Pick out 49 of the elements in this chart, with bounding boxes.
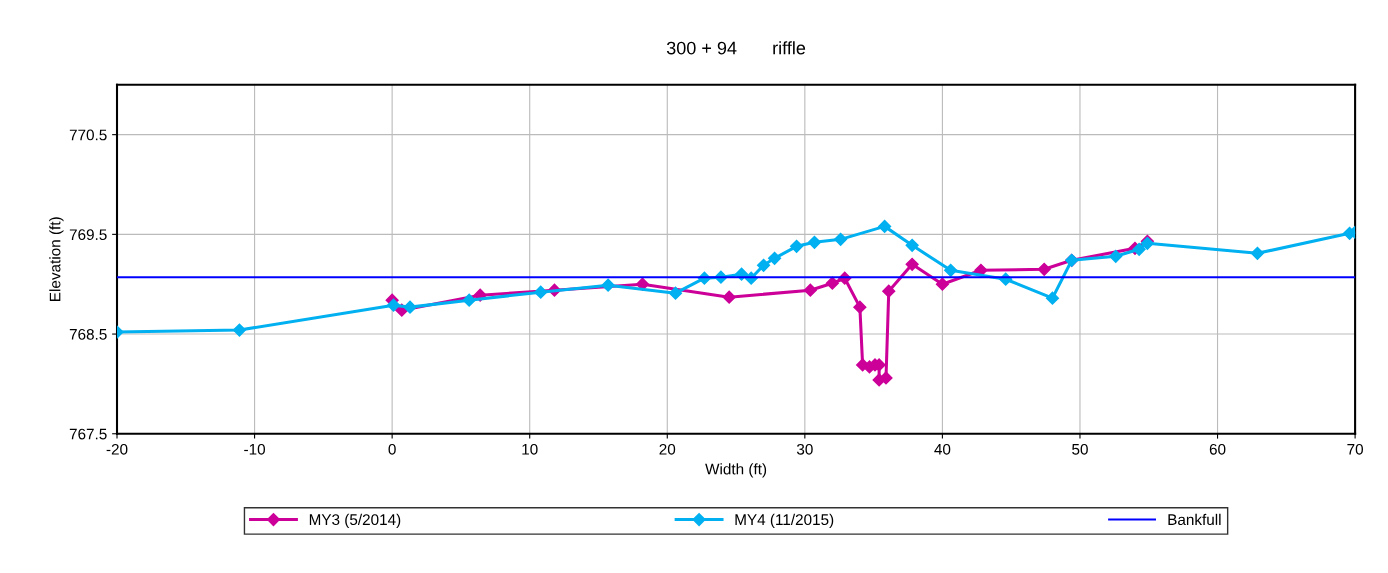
point <box>722 290 736 304</box>
point <box>1250 246 1265 260</box>
point <box>668 286 683 300</box>
x-tick-label: 50 <box>1072 443 1088 455</box>
point <box>1045 291 1060 305</box>
point <box>1132 242 1146 256</box>
x-tick-label: 40 <box>934 443 951 455</box>
x-tick-label: 70 <box>1347 443 1363 455</box>
point <box>879 371 893 385</box>
point <box>935 277 949 291</box>
point <box>1109 249 1123 263</box>
chart-title: 300 + 94 riffle <box>666 41 806 55</box>
point <box>386 298 401 312</box>
point <box>834 232 848 246</box>
x-tick-label: -20 <box>106 443 128 455</box>
x-tick-label: 30 <box>796 443 813 455</box>
x-tick-label: 20 <box>659 443 676 455</box>
y-tick-label: 768.5 <box>69 328 107 340</box>
x-axis-title: Width (ft) <box>705 463 767 478</box>
point <box>462 293 476 307</box>
point <box>767 251 782 265</box>
y-tick-label: 769.5 <box>69 229 107 241</box>
point <box>403 300 417 314</box>
point <box>944 263 958 277</box>
point <box>905 257 919 271</box>
point <box>825 276 839 290</box>
point <box>534 285 548 299</box>
x-tick-label: 60 <box>1209 443 1226 455</box>
point <box>807 235 822 249</box>
point <box>635 277 650 291</box>
legend-label: MY3 (5/2014) <box>309 513 401 529</box>
y-tick-label: 770.5 <box>69 129 107 141</box>
x-tick-label: 0 <box>388 443 396 455</box>
point <box>789 239 804 253</box>
point <box>803 283 817 297</box>
point <box>882 284 896 298</box>
y-tick-label: 767.5 <box>69 428 107 440</box>
point <box>756 258 771 272</box>
point <box>601 278 615 292</box>
point <box>853 300 867 314</box>
point <box>1037 262 1051 276</box>
x-tick-label: -10 <box>244 443 266 455</box>
y-axis-title: Elevation (ft) <box>49 217 64 301</box>
legend-label: MY4 (11/2015) <box>735 513 834 529</box>
x-tick-label: 10 <box>522 443 538 455</box>
legend-label: Bankfull <box>1168 513 1221 526</box>
point <box>878 219 892 233</box>
point <box>232 323 247 337</box>
point <box>905 238 919 252</box>
